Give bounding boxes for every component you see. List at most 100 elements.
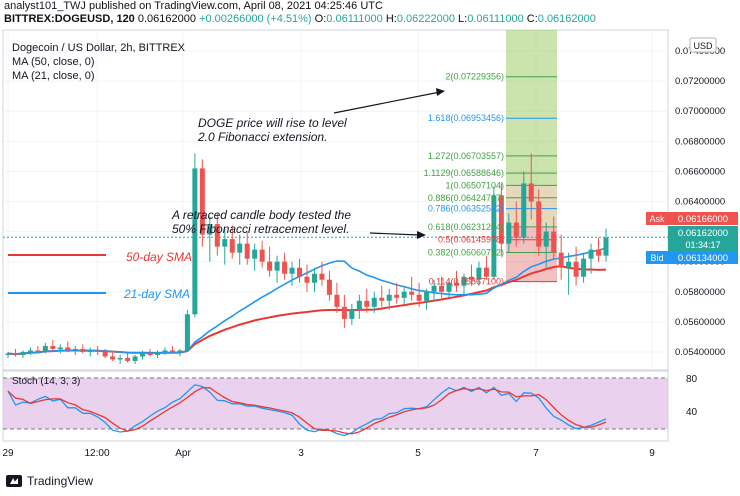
candle-body <box>371 297 377 307</box>
candle-body <box>596 249 602 256</box>
candle-body <box>192 168 198 315</box>
price-tick-label: 0.06600000 <box>675 166 725 177</box>
sma21-label: 21-day SMA <box>123 287 190 301</box>
candle-body <box>461 276 467 286</box>
candle-body <box>401 291 407 298</box>
candle-body <box>199 168 205 235</box>
candle-body <box>454 282 459 286</box>
stoch-d-line <box>7 386 607 435</box>
price-tick-label: 0.05600000 <box>675 317 725 328</box>
stoch-label: Stoch (14, 3, 3) <box>12 376 80 387</box>
stoch-k-line <box>7 384 607 437</box>
candle-body <box>513 222 519 238</box>
bar-countdown: 01:34:17 <box>685 240 720 250</box>
candle-body <box>102 351 108 357</box>
candle-body <box>491 195 497 277</box>
candle-body <box>356 300 362 310</box>
ohlc-l-label: L: <box>458 13 468 25</box>
price-tick-label: 0.07000000 <box>675 106 725 117</box>
candle-body <box>80 348 86 352</box>
price-chart[interactable]: 2(0.07229356) 1.618(0.06953456) 1.272(0.06… <box>0 28 740 474</box>
fib-level-label: 0.114(0.05867100) <box>429 277 504 287</box>
candle-body <box>588 249 594 259</box>
last-price-tag <box>668 226 738 251</box>
candle-body <box>409 291 415 295</box>
candle-body <box>252 249 258 259</box>
candle-body <box>304 276 310 283</box>
candle-body <box>65 347 71 351</box>
legend-title: Dogecoin / US Dollar, 2h, BITTREX <box>12 42 186 54</box>
candle-body <box>5 353 11 355</box>
price-change: +0.00266000 (+4.51%) <box>199 13 312 25</box>
candle-body <box>558 252 564 268</box>
candle-body <box>394 294 400 298</box>
candle-body <box>573 261 579 277</box>
candle-body <box>334 294 340 307</box>
price-axis[interactable]: 0.074000000.072000000.070000000.06800000… <box>675 46 725 358</box>
candle-body <box>207 224 213 235</box>
candle-body <box>214 224 220 247</box>
candle-body <box>95 350 101 352</box>
candle-body <box>311 273 317 283</box>
fib-level-label: 1(0.06507104) <box>445 180 504 190</box>
sma50-label: 50-day SMA <box>126 250 192 264</box>
candle-body <box>35 350 41 352</box>
candle-body <box>259 249 265 262</box>
tradingview-icon <box>6 475 22 487</box>
candle-body <box>446 282 452 292</box>
author-name: analyst101_TWJ <box>4 0 86 12</box>
candle-body <box>326 279 332 295</box>
candle-body <box>386 294 392 301</box>
candle-body <box>117 357 123 360</box>
candle-body <box>581 258 587 277</box>
time-tick-label: 5 <box>415 448 421 459</box>
candle-body <box>50 345 56 349</box>
candle-body <box>155 351 160 355</box>
bid-label: Bid <box>650 253 663 263</box>
candle-body <box>341 306 347 319</box>
ohlc-o-label: O: <box>314 13 327 25</box>
fib-level-label: 0.886(0.06424767) <box>428 193 504 203</box>
candle-body <box>267 261 273 271</box>
candle-body <box>289 267 295 274</box>
tradingview-logo-text: TradingView <box>27 474 94 488</box>
tradingview-logo[interactable]: TradingView <box>6 474 93 488</box>
fib-level-label: 0.618(0.06231204) <box>428 222 504 232</box>
retrace-note-arrow <box>369 232 421 236</box>
candle-body <box>12 353 18 355</box>
time-tick-label: Apr <box>175 448 191 459</box>
candle-body <box>87 350 93 352</box>
time-tick-label: 7 <box>533 448 539 459</box>
time-axis[interactable]: 29 12:00 Apr 3 5 7 9 <box>2 448 655 459</box>
candle-body <box>319 273 325 280</box>
ask-label: Ask <box>649 214 665 224</box>
symbol-info: BITTREX:DOGEUSD, 120 <box>4 13 135 25</box>
stoch-level-80: 80 <box>686 374 698 385</box>
ask-value: 0.06166000 <box>678 214 728 225</box>
candle-body <box>603 237 609 256</box>
main-pane[interactable] <box>2 29 669 371</box>
legend-ma21: MA (21, close, 0) <box>12 70 95 82</box>
fib-zone-band <box>506 118 557 156</box>
candle-body <box>140 353 146 357</box>
candle-body <box>498 195 504 244</box>
fib-level-label: 0.786(0.06352542) <box>428 204 504 214</box>
candle-body <box>222 239 228 247</box>
ohlc-o-value: 0.06111000 <box>326 13 383 25</box>
candle-body <box>27 350 33 352</box>
price-tick-label: 0.06400000 <box>675 197 725 208</box>
candle-body <box>72 348 78 351</box>
candle-body <box>521 183 527 238</box>
currency-button-label: USD <box>693 41 713 51</box>
candle-body <box>57 347 63 349</box>
candle-body <box>297 267 303 277</box>
currency-button[interactable] <box>689 37 717 53</box>
candle-body <box>282 261 288 274</box>
candle-body <box>169 350 175 352</box>
legend-ma50: MA (50, close, 0) <box>12 56 95 68</box>
stoch-level-40: 40 <box>686 407 698 418</box>
stoch-lines <box>7 384 607 437</box>
candle-body <box>566 261 572 268</box>
candle-body <box>416 294 422 301</box>
candle-body <box>424 291 430 301</box>
